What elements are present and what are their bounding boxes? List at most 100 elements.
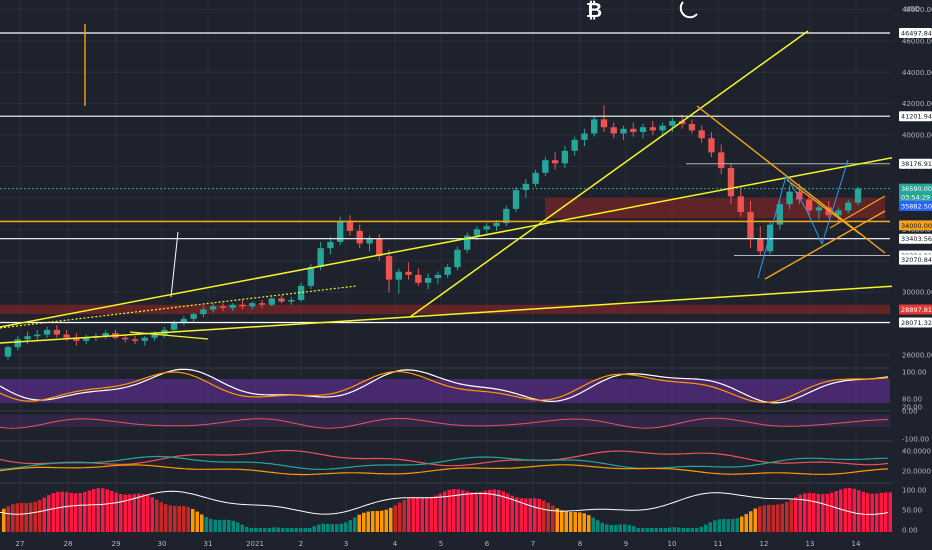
candle-body: [786, 191, 793, 205]
histogram-bar: [11, 504, 15, 532]
candle-body: [581, 133, 588, 140]
histogram-bar: [762, 505, 766, 532]
candle-body: [200, 309, 207, 315]
candle-body: [532, 172, 539, 184]
histogram-bar: [141, 493, 145, 532]
price-tag-bg: [899, 111, 932, 122]
histogram-bar: [258, 528, 262, 532]
histogram-bar: [420, 497, 424, 532]
histogram-bar: [879, 492, 883, 532]
histogram-bar: [348, 520, 352, 532]
histogram-bar: [173, 505, 177, 532]
histogram-bar: [24, 502, 28, 532]
histogram-bar: [807, 492, 811, 532]
histogram-bar: [533, 498, 537, 532]
histogram-bar: [663, 528, 667, 532]
candle-body: [297, 285, 305, 301]
histogram-bar: [290, 528, 294, 532]
price-tick-label: 30000.00: [902, 289, 932, 297]
histogram-bar: [425, 497, 429, 532]
candle-body: [766, 224, 774, 252]
histogram-bar: [645, 528, 649, 532]
price-tag-bg: [899, 317, 932, 328]
candle-body: [600, 119, 608, 128]
histogram-bar: [555, 508, 559, 532]
histogram-bar: [803, 493, 807, 532]
histogram-bar: [366, 511, 370, 532]
price-tag-label: 28071.32: [901, 319, 932, 327]
histogram-bar: [429, 496, 433, 532]
histogram-bar: [236, 522, 240, 532]
candle-body: [170, 322, 178, 330]
candle-body: [835, 210, 842, 216]
candle-body: [307, 267, 315, 286]
candle-body: [522, 183, 529, 191]
histogram-bar: [690, 528, 694, 532]
histogram-bar: [717, 519, 721, 532]
histogram-bar: [524, 498, 528, 532]
date-tick-label: 29: [112, 540, 121, 548]
histogram-bar: [704, 524, 708, 532]
date-tick-label: 13: [806, 540, 815, 548]
histogram-bar: [492, 489, 496, 532]
histogram-bar: [749, 511, 753, 532]
histogram-bar: [218, 519, 222, 532]
trend-line-small: [129, 331, 209, 340]
histogram-bar: [29, 502, 33, 532]
pane-tick-label: 80.00: [902, 396, 922, 404]
candle-body: [346, 221, 354, 231]
histogram-bar: [650, 528, 654, 532]
histogram-bar: [83, 491, 87, 532]
candle-body: [190, 314, 197, 319]
histogram-bar: [384, 509, 388, 532]
date-axis: 27 28 29 30 31 2021 2 3 4 5 6 7 8 9 10 11 12 13 14: [16, 540, 861, 548]
price-tag-bg: [899, 220, 932, 231]
histogram-bar: [591, 517, 595, 532]
candle-body: [688, 124, 696, 131]
triangle-edge: [829, 195, 886, 229]
histogram-bar: [866, 493, 870, 532]
candle-body: [512, 190, 520, 209]
histogram-bar: [177, 505, 181, 532]
support-zone: [0, 304, 890, 315]
price-tags: 46497.84 41201.94 38176.91 36590.0003:54:29…: [899, 28, 932, 328]
histogram-bar: [182, 506, 186, 532]
histogram-bar: [204, 516, 208, 532]
pane-tick-label: 0.00: [902, 408, 918, 416]
candle-body: [73, 337, 80, 341]
histogram-bar: [186, 507, 190, 532]
histogram-bar: [281, 528, 285, 532]
candle-body: [698, 130, 705, 139]
histogram-bar: [488, 489, 492, 532]
candle-body: [82, 337, 90, 341]
histogram-bar: [2, 508, 6, 532]
candle-body: [268, 298, 275, 305]
histogram-bar: [105, 489, 109, 532]
histogram-bar: [731, 518, 735, 532]
candle-body: [395, 271, 402, 280]
price-tag-label: 38176.91: [901, 160, 932, 168]
histogram-bar: [308, 528, 312, 532]
price-tag-bg: [899, 254, 932, 265]
candle-body: [678, 120, 686, 125]
histogram-bar: [740, 516, 744, 532]
histogram-bar: [78, 493, 82, 532]
histogram-bar: [812, 493, 816, 532]
price-tick-label: 42000.00: [902, 100, 932, 108]
histogram-bar: [452, 489, 456, 532]
adx-line: [0, 464, 889, 476]
stoch-k-line: [0, 368, 889, 404]
histogram-bar: [6, 506, 10, 532]
price-zones: [0, 197, 890, 315]
histogram-bar: [119, 493, 123, 532]
vertical-marker-white: [170, 231, 179, 298]
histogram-bar: [744, 514, 748, 532]
candle-body: [376, 238, 383, 257]
histogram-bar: [155, 499, 159, 532]
histogram-bar: [789, 499, 793, 532]
histogram-bar: [713, 520, 717, 532]
dmi-minus-line: [0, 455, 889, 470]
indicator-panes: [0, 367, 932, 532]
candle-body: [444, 267, 451, 275]
